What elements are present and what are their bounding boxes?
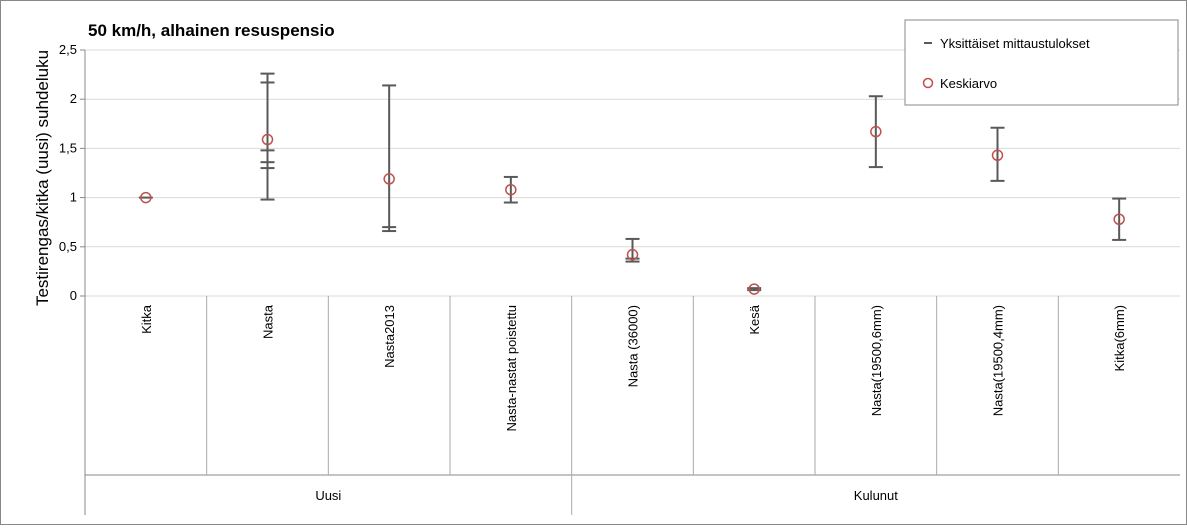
- mean-marker: [870, 125, 882, 138]
- legend-symbol: [922, 77, 934, 89]
- x-tick-label: Nasta-nastat poistettu: [504, 305, 519, 431]
- mean-marker: [1113, 213, 1125, 225]
- x-tick-label: Nasta (36000): [626, 305, 641, 387]
- y-tick-label: 1: [70, 190, 77, 205]
- group-label: Uusi: [315, 488, 341, 503]
- mean-marker: [140, 191, 152, 204]
- group-label: Kulunut: [854, 488, 898, 503]
- x-tick-label: Kitka(6mm): [1112, 305, 1127, 371]
- y-tick-label: 1,5: [59, 140, 77, 155]
- y-tick-label: 2,5: [59, 42, 77, 57]
- legend-box: [904, 19, 1179, 106]
- x-tick-label: Nasta2013: [382, 305, 397, 368]
- chart-title: 50 km/h, alhainen resuspensio: [88, 21, 335, 40]
- x-tick-label: Nasta(19500,4mm): [991, 305, 1006, 416]
- mean-marker: [748, 283, 760, 295]
- x-tick-label: Kitka: [139, 304, 154, 334]
- x-tick-label: Nasta: [261, 304, 276, 339]
- x-tick-label: Kesä: [747, 304, 762, 334]
- mean-marker: [505, 183, 517, 196]
- mean-marker: [991, 149, 1004, 162]
- y-tick-label: 0,5: [59, 239, 77, 254]
- mean-marker: [383, 173, 395, 185]
- legend-label: Yksittäiset mittaustulokset: [940, 36, 1090, 51]
- legend-label: Keskiarvo: [940, 76, 997, 91]
- mean-marker: [626, 248, 639, 261]
- y-tick-label: 0: [70, 288, 77, 303]
- y-axis-title: Testirengas/kitka (uusi) suhdeluku: [33, 50, 52, 306]
- y-tick-label: 2: [70, 91, 77, 106]
- x-tick-label: Nasta(19500,6mm): [869, 305, 884, 416]
- mean-marker: [261, 133, 274, 146]
